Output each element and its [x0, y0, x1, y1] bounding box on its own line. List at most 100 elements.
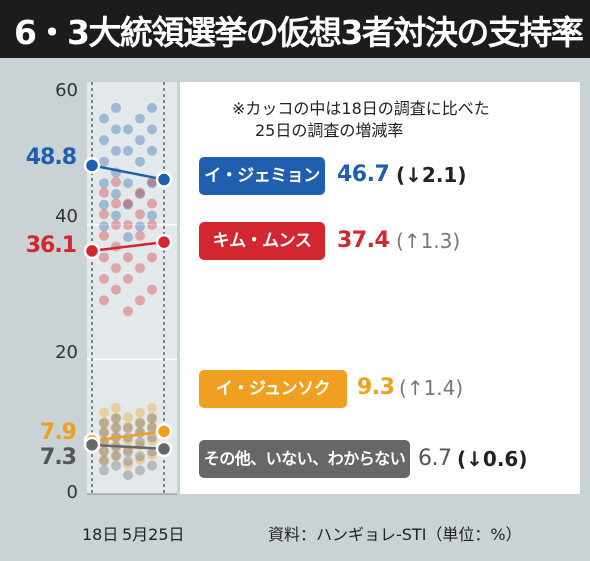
data-point [155, 233, 173, 251]
poll-sample-dot [147, 176, 157, 187]
poll-sample-dot [147, 402, 157, 413]
poll-sample-dot [99, 456, 109, 467]
poll-sample-dot [135, 113, 145, 124]
change-value: 1.4 [423, 376, 456, 400]
poll-sample-dot [147, 178, 157, 189]
value-kim-moon-soo: 37.4 [337, 228, 390, 253]
poll-sample-dot [135, 187, 145, 198]
y-tick-40: 40 [55, 206, 78, 227]
poll-sample-dot [147, 412, 157, 423]
change-others: (↓0.6) [457, 447, 528, 471]
note-line-1: ※カッコの中は18日の調査に比べた [232, 99, 490, 118]
poll-sample-dot [111, 189, 121, 200]
poll-sample-dot [147, 449, 157, 460]
poll-sample-dot [135, 156, 145, 167]
poll-sample-dot [147, 124, 157, 135]
series-trend-line [91, 430, 165, 443]
poll-sample-dot [99, 446, 109, 457]
change-value: 1.3 [420, 229, 453, 253]
poll-sample-dot [123, 412, 133, 423]
poll-sample-dot [111, 145, 121, 156]
poll-sample-dot [111, 102, 121, 113]
poll-sample-dot [111, 198, 121, 209]
legend-box [180, 82, 580, 494]
poll-sample-dot [135, 221, 145, 232]
poll-sample-dot [99, 426, 109, 437]
change-value: 0.6 [482, 447, 519, 471]
data-point [155, 440, 173, 458]
start-value-kim-moon-soo: 36.1 [25, 233, 77, 258]
poll-sample-dot [99, 454, 109, 465]
poll-sample-dot [111, 176, 121, 187]
poll-sample-dot [99, 295, 109, 306]
poll-sample-dot [147, 210, 157, 221]
poll-sample-dot [135, 295, 145, 306]
poll-sample-dot [135, 263, 145, 274]
change-kim-moon-soo: (↑1.3) [396, 229, 461, 253]
poll-sample-dot [135, 209, 145, 220]
poll-sample-dot [123, 252, 133, 263]
poll-sample-dot [123, 435, 133, 446]
x-label-end: 5月25日 [122, 525, 185, 544]
start-value-lee-jae-myung: 48.8 [25, 145, 77, 170]
label-kim-moon-soo: キム・ムンス [199, 222, 325, 260]
label-lee-jae-myung: イ・ジェミョン [199, 157, 325, 195]
poll-sample-dot [111, 413, 121, 424]
data-point [83, 436, 101, 454]
series-trend-line [91, 443, 165, 451]
source-note: 資料：ハンギョレ-STI（単位：%） [268, 525, 522, 544]
poll-sample-dot [123, 273, 133, 284]
poll-sample-dot [99, 178, 109, 189]
poll-sample-dot [135, 465, 145, 476]
poll-sample-dot [147, 284, 157, 295]
poll-sample-dot [99, 187, 109, 198]
poll-sample-dot [135, 416, 145, 427]
poll-sample-dot [135, 230, 145, 241]
poll-sample-dot [99, 273, 109, 284]
poll-sample-dot [111, 284, 121, 295]
poll-sample-dot [135, 418, 145, 429]
poll-sample-dot [135, 189, 145, 200]
poll-sample-dot [99, 418, 109, 429]
poll-sample-dot [99, 445, 109, 456]
poll-sample-dot [135, 454, 145, 465]
poll-sample-dot [147, 432, 157, 443]
title-bar: 6・3大統領選挙の仮想3者対決の支持率 [0, 0, 590, 58]
poll-sample-dot [147, 423, 157, 434]
change-lee-jae-myung: (↓2.1) [396, 163, 467, 187]
x-label-start: 18日 [82, 525, 119, 544]
poll-sample-dot [111, 220, 121, 231]
y-tick-0: 0 [66, 482, 78, 503]
poll-sample-dot [135, 407, 145, 418]
poll-sample-dot [123, 470, 133, 481]
poll-sample-dot [99, 427, 109, 438]
poll-sample-dot [123, 145, 133, 156]
poll-sample-dot [147, 220, 157, 231]
change-lee-jun-seok: (↑1.4) [399, 376, 464, 400]
poll-sample-dot [111, 451, 121, 462]
poll-sample-dot [111, 210, 121, 221]
poll-sample-dot [147, 460, 157, 471]
poll-sample-dot [147, 145, 157, 156]
value-lee-jae-myung: 46.7 [337, 162, 390, 187]
poll-sample-dot [123, 198, 133, 209]
poll-sample-dot [123, 306, 133, 317]
label-lee-jun-seok: イ・ジュンソク [199, 370, 347, 408]
arrow-up-icon: ↑ [406, 376, 424, 400]
poll-sample-dot [147, 252, 157, 263]
poll-sample-dot [99, 465, 109, 476]
poll-sample-dot [111, 263, 121, 274]
y-tick-20: 20 [55, 342, 78, 363]
poll-sample-dot [147, 421, 157, 432]
poll-sample-dot [123, 124, 133, 135]
poll-sample-dot [123, 446, 133, 457]
poll-sample-dot [99, 135, 109, 146]
poll-sample-dot [135, 135, 145, 146]
poll-sample-dot [123, 423, 133, 434]
arrow-down-icon: ↓ [405, 163, 422, 187]
value-others: 6.7 [418, 446, 452, 471]
start-value-others: 7.3 [40, 445, 77, 470]
poll-sample-dot [99, 199, 109, 210]
